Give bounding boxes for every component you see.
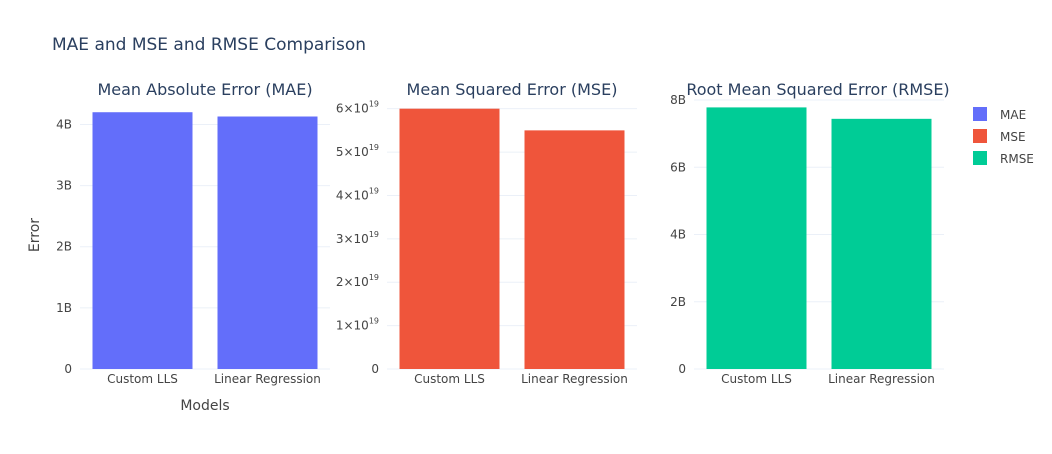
y-tick-label: 1B — [56, 301, 72, 315]
x-tick-label: Linear Regression — [214, 372, 321, 386]
y-tick-label: 6B — [670, 160, 686, 174]
y-tick-label: 0 — [678, 362, 686, 376]
y-axis-label: Error — [27, 218, 43, 252]
x-tick-label: Custom LLS — [414, 372, 485, 386]
legend-swatch — [973, 107, 987, 121]
legend: MAE MSE RMSE — [973, 107, 1034, 166]
y-tick-label: 2×1019 — [336, 273, 379, 289]
subplot-mae: 0 1B 2B 3B 4B Custom LLS Linear Regression Mean… — [56, 80, 330, 386]
x-tick-label: Linear Regression — [828, 372, 935, 386]
bar — [524, 130, 625, 369]
y-tick-label: 1×1019 — [336, 317, 379, 333]
legend-label: MSE — [1000, 130, 1026, 144]
y-tick-exponent: 19 — [369, 143, 379, 152]
y-tick-exponent: 19 — [369, 230, 379, 239]
x-axis-label: Models — [180, 398, 229, 414]
legend-label: RMSE — [1000, 152, 1034, 166]
x-tick-label: Linear Regression — [521, 372, 628, 386]
y-tick-label: 4B — [56, 117, 72, 131]
figure-title: MAE and MSE and RMSE Comparison — [52, 35, 366, 55]
y-tick-label: 3×1019 — [336, 230, 379, 246]
x-tick-label: Custom LLS — [107, 372, 178, 386]
y-tick-exponent: 19 — [369, 186, 379, 195]
subplot-panels: 0 1B 2B 3B 4B Custom LLS Linear Regression Mean… — [56, 80, 950, 386]
legend-swatch — [973, 129, 987, 143]
y-tick-label: 0 — [64, 362, 72, 376]
y-tick-label: 5×1019 — [336, 143, 379, 159]
y-tick-label: 2B — [56, 240, 72, 254]
y-tick-exponent: 19 — [369, 273, 379, 282]
bar — [399, 108, 500, 369]
y-tick-label: 2B — [670, 295, 686, 309]
y-tick-label: 8B — [670, 93, 686, 107]
legend-swatch — [973, 151, 987, 165]
y-tick-exponent: 19 — [369, 100, 379, 109]
subplot-title: Mean Absolute Error (MAE) — [97, 80, 312, 99]
bar — [92, 112, 193, 370]
subplot-rmse: 0 2B 4B 6B 8B Custom LLS Linear Regression Root… — [670, 80, 950, 386]
y-tick-label: 4B — [670, 228, 686, 242]
subplot-title: Root Mean Squared Error (RMSE) — [686, 80, 949, 99]
y-tick-label: 0 — [371, 362, 379, 376]
bar — [217, 116, 318, 369]
y-tick-label: 3B — [56, 179, 72, 193]
bar — [831, 118, 932, 369]
subplot-mse: 0 1×1019 2×1019 3×1019 4×1019 5×1019 6×1019 Cus… — [336, 80, 637, 386]
legend-label: MAE — [1000, 108, 1026, 122]
y-tick-exponent: 19 — [369, 317, 379, 326]
subplot-title: Mean Squared Error (MSE) — [407, 80, 618, 99]
y-tick-label: 6×1019 — [336, 100, 379, 116]
bar — [706, 107, 807, 370]
x-tick-label: Custom LLS — [721, 372, 792, 386]
y-tick-label: 4×1019 — [336, 186, 379, 202]
